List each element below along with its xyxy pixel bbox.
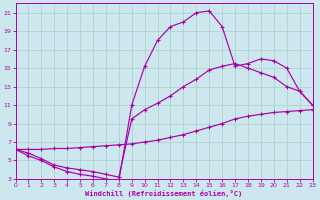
X-axis label: Windchill (Refroidissement éolien,°C): Windchill (Refroidissement éolien,°C) (85, 190, 243, 197)
